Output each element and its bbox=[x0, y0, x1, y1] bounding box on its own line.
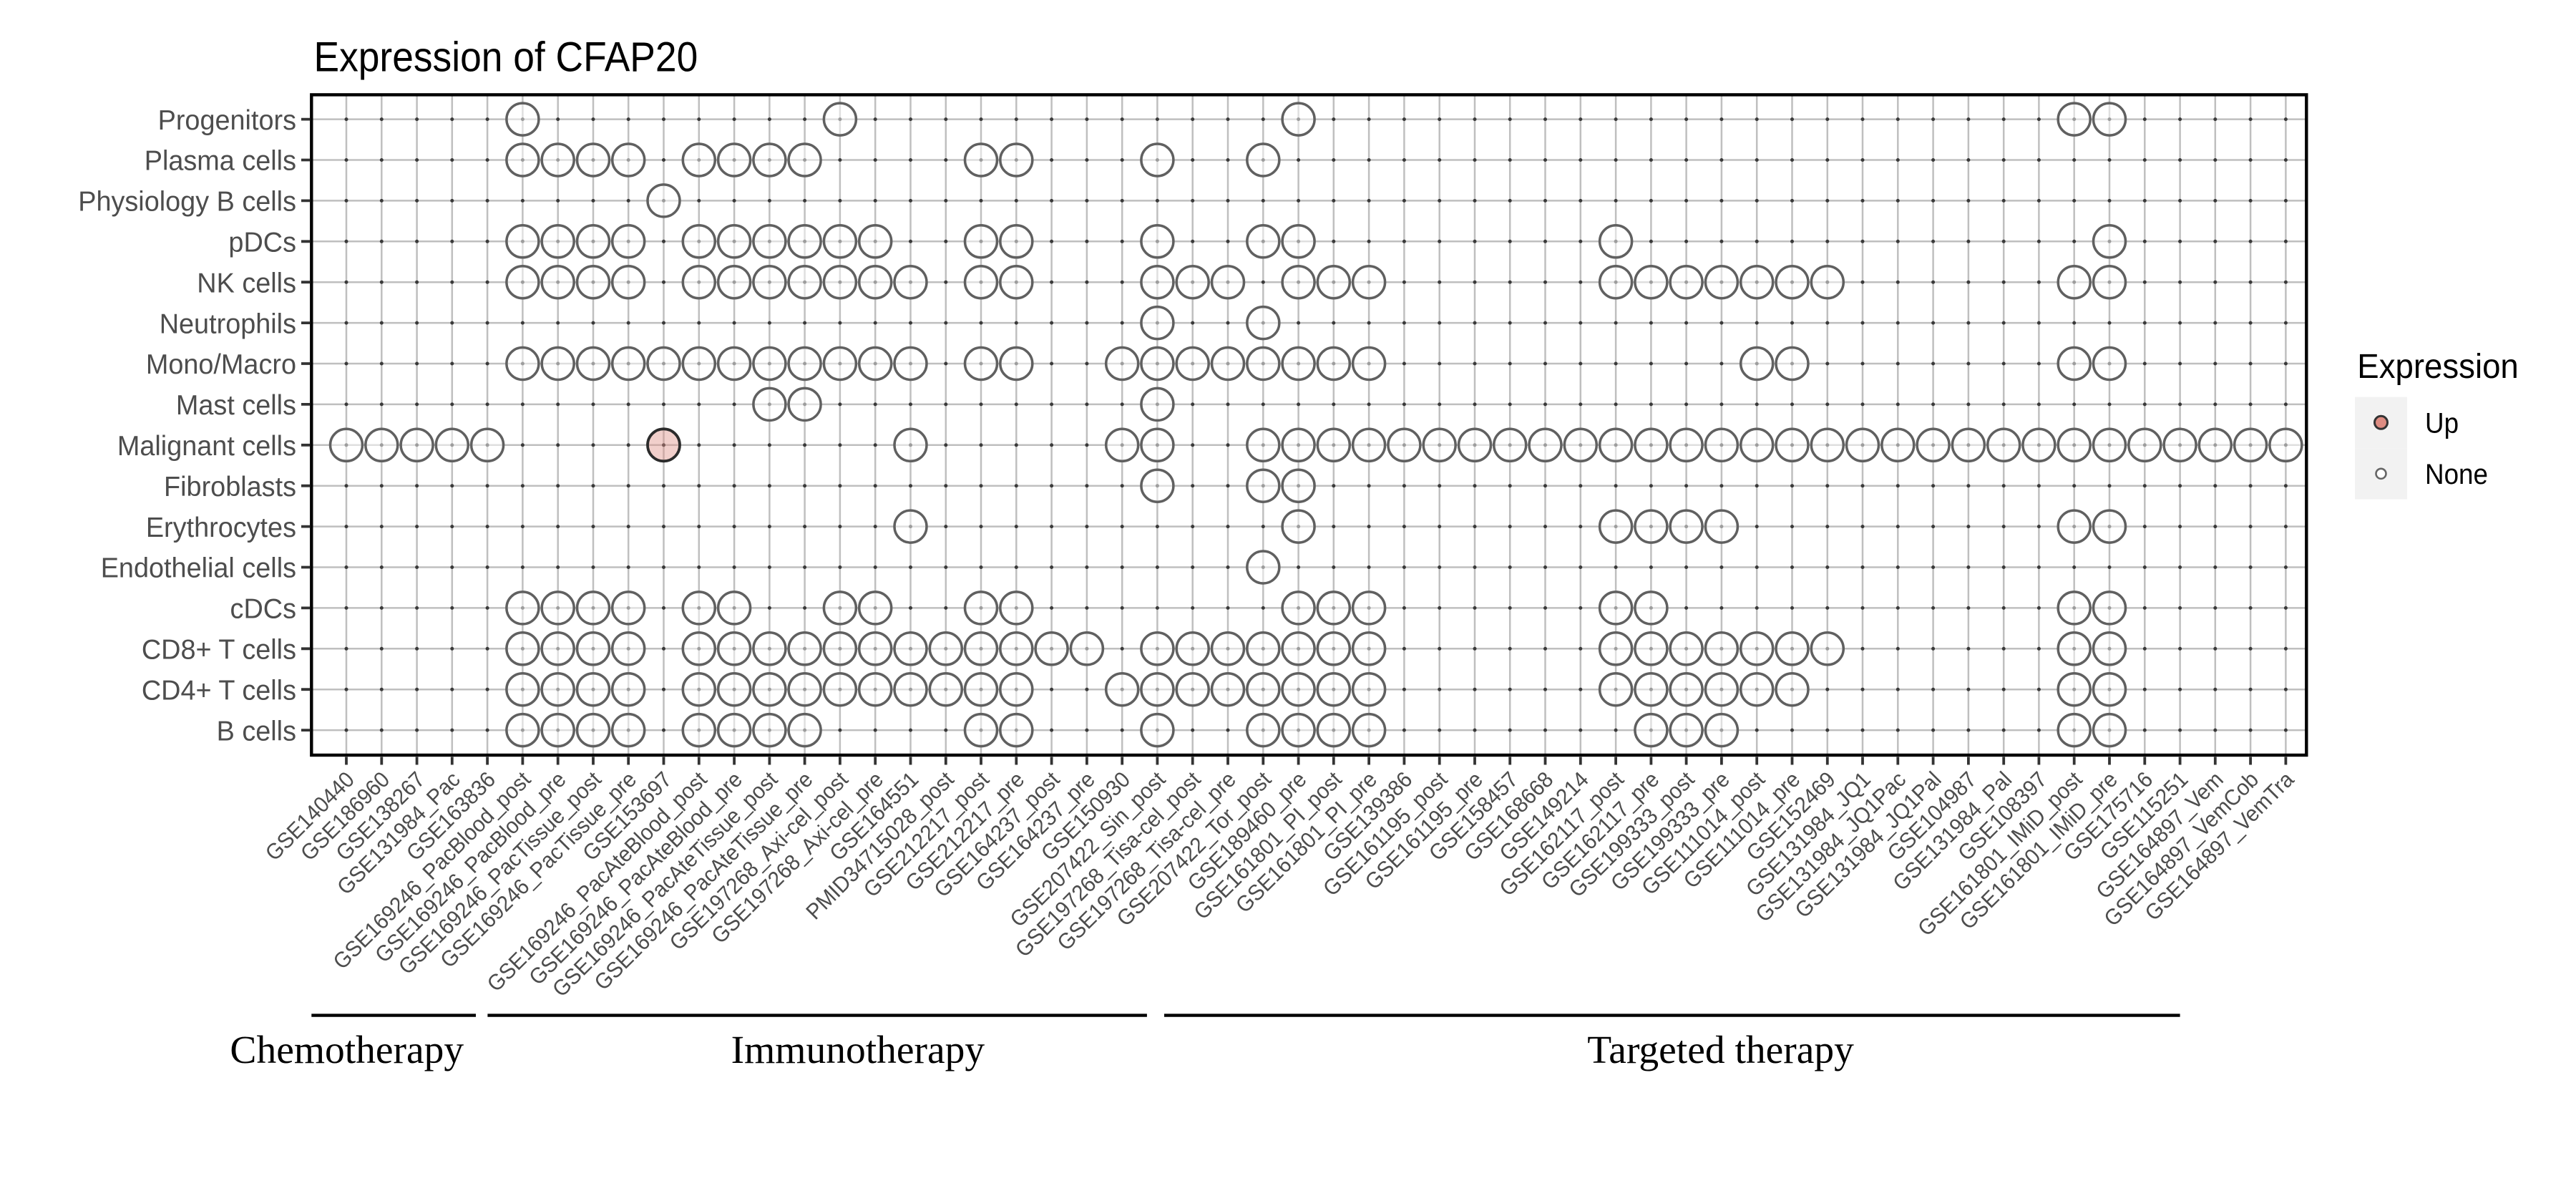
svg-text:pDCs: pDCs bbox=[228, 227, 296, 258]
svg-text:CD8+ T cells: CD8+ T cells bbox=[142, 634, 296, 666]
svg-text:Up: Up bbox=[2425, 407, 2459, 439]
svg-text:None: None bbox=[2425, 459, 2488, 491]
svg-text:Mast cells: Mast cells bbox=[176, 390, 296, 422]
svg-text:Chemotherapy: Chemotherapy bbox=[230, 1029, 464, 1072]
svg-text:B cells: B cells bbox=[217, 716, 296, 747]
svg-text:Endothelial cells: Endothelial cells bbox=[101, 553, 296, 584]
svg-text:NK cells: NK cells bbox=[197, 268, 296, 299]
svg-text:Fibroblasts: Fibroblasts bbox=[164, 471, 296, 502]
svg-text:Mono/Macro: Mono/Macro bbox=[146, 349, 296, 381]
svg-text:Immunotherapy: Immunotherapy bbox=[731, 1029, 985, 1072]
svg-text:Neutrophils: Neutrophils bbox=[160, 308, 296, 340]
svg-text:Targeted therapy: Targeted therapy bbox=[1587, 1029, 1854, 1072]
svg-text:Physiology B cells: Physiology B cells bbox=[78, 186, 296, 218]
svg-text:Malignant cells: Malignant cells bbox=[117, 430, 296, 462]
svg-text:Expression: Expression bbox=[2357, 347, 2518, 385]
svg-text:Expression of CFAP20: Expression of CFAP20 bbox=[314, 34, 698, 80]
svg-text:cDCs: cDCs bbox=[230, 593, 296, 625]
svg-text:CD4+ T cells: CD4+ T cells bbox=[142, 675, 296, 706]
svg-text:Plasma cells: Plasma cells bbox=[145, 145, 296, 177]
svg-text:Erythrocytes: Erythrocytes bbox=[146, 512, 296, 543]
svg-text:Progenitors: Progenitors bbox=[158, 105, 296, 136]
